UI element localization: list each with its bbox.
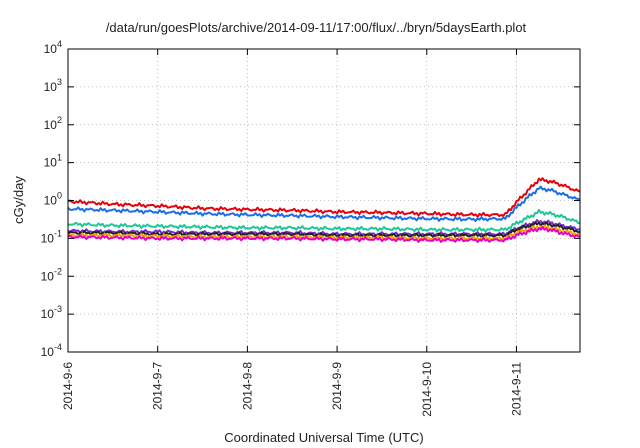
y-tick-label: 10-3 [41,304,62,321]
y-tick-label: 10-4 [41,342,62,359]
x-axis-ticks: 2014-9-6 2014-9-7 2014-9-8 2014-9-9 2014-9-1… [61,49,523,417]
y-tick-label: 10-2 [41,266,62,283]
x-tick-label: 2014-9-8 [240,362,254,410]
x-tick-label: 2014-9-6 [61,362,75,410]
series-line [67,221,581,239]
series-line [67,208,581,233]
chart-title: /data/run/goesPlots/archive/2014-09-11/1… [106,20,527,35]
y-tick-label: 104 [44,39,62,56]
series-line [67,177,581,218]
x-tick-label: 2014-9-11 [509,362,523,416]
y-axis-label: cGy/day [11,176,26,224]
x-tick-label: 2014-9-9 [330,362,344,410]
y-tick-label: 101 [44,153,62,170]
y-tick-label: 100 [44,191,62,208]
x-tick-label: 2014-9-10 [420,362,434,417]
series-line [67,226,581,243]
y-tick-label: 10-1 [41,228,62,245]
y-tick-label: 103 [44,77,62,94]
y-axis-ticks: 104 103 102 101 100 10-1 10-2 10-3 10-4 [41,39,580,359]
x-tick-label: 2014-9-7 [151,362,165,410]
series-layer [67,177,581,243]
y-tick-label: 102 [44,115,62,132]
series-line [67,219,581,237]
grid [67,48,580,353]
series-line [67,185,581,222]
x-axis-label: Coordinated Universal Time (UTC) [224,430,423,445]
